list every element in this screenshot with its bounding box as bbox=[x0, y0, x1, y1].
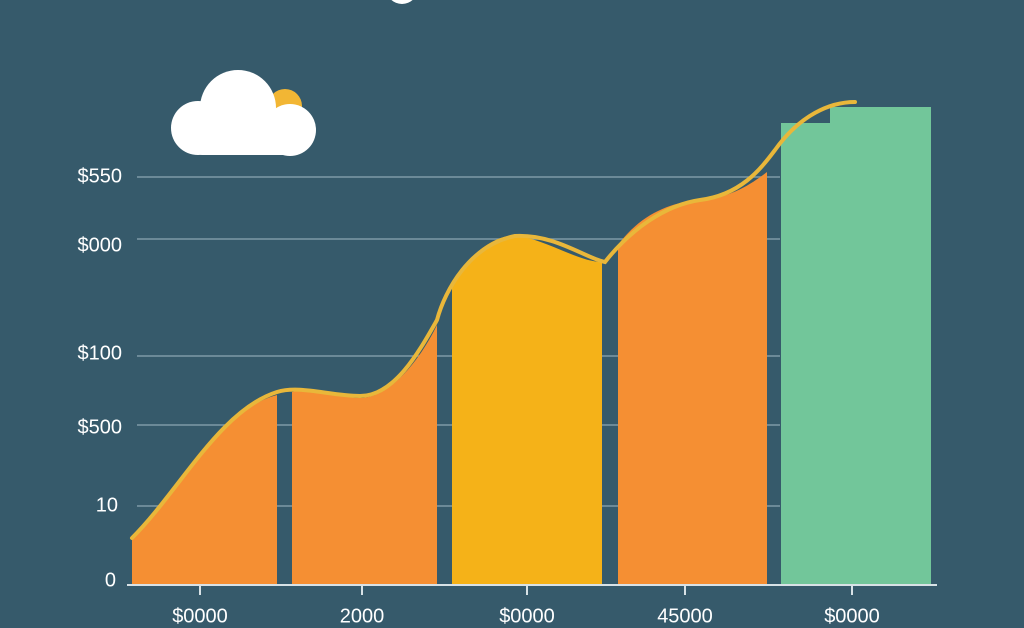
x-axis-label: $0000 bbox=[172, 605, 228, 627]
y-axis-label: $000 bbox=[78, 234, 123, 256]
y-axis-label: 10 bbox=[96, 494, 118, 516]
x-axis-label: $0000 bbox=[499, 605, 555, 627]
y-axis-label: 0 bbox=[105, 569, 116, 591]
bar bbox=[132, 395, 277, 585]
y-axis-label: $500 bbox=[78, 416, 123, 438]
bar bbox=[452, 235, 602, 585]
x-ticks bbox=[199, 585, 853, 595]
bar bbox=[292, 325, 437, 585]
bar bbox=[618, 172, 767, 585]
x-axis-label: 45000 bbox=[657, 605, 713, 627]
x-axis-label: $0000 bbox=[824, 605, 880, 627]
decoration-circle bbox=[391, 0, 413, 4]
cloud-icon bbox=[171, 70, 316, 156]
x-axis-label: 2000 bbox=[340, 605, 385, 627]
y-axis-label: $100 bbox=[78, 342, 123, 364]
bar bbox=[781, 107, 931, 585]
y-axis-label: $550 bbox=[78, 165, 123, 187]
trend-line bbox=[130, 100, 857, 540]
